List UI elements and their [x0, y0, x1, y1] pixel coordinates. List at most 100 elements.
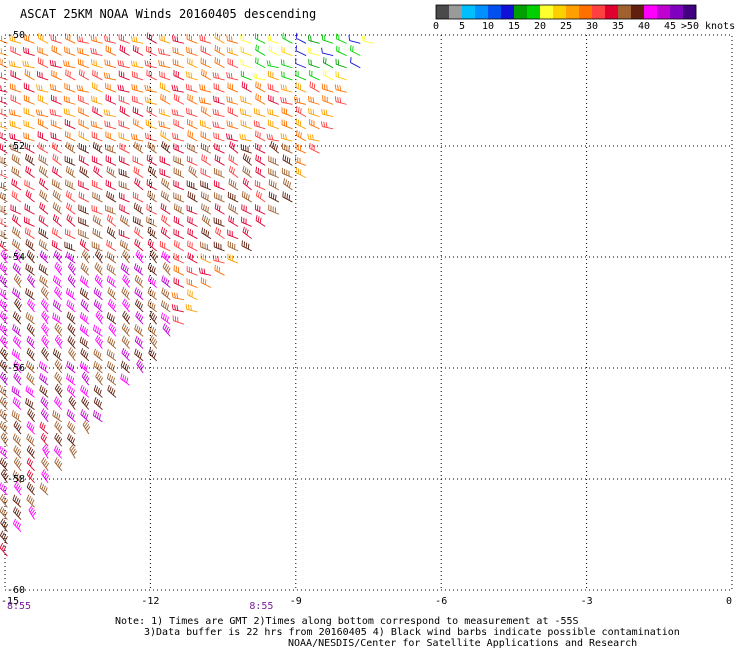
wind-barb-feather — [126, 340, 130, 346]
wind-barb-feather — [230, 134, 233, 140]
wind-barb — [214, 192, 225, 203]
wind-barb-feather — [26, 433, 30, 439]
wind-barb-staff — [52, 304, 62, 313]
wind-barb-staff — [0, 303, 8, 313]
wind-barb-staff — [119, 110, 130, 117]
wind-barb-feather — [133, 133, 136, 140]
wind-barb-feather — [54, 167, 57, 174]
wind-barb-feather — [82, 300, 86, 307]
wind-barb-feather — [17, 389, 20, 396]
wind-barb-staff — [0, 401, 8, 410]
wind-barb — [104, 59, 117, 69]
wind-barb-feather — [139, 279, 143, 286]
wind-barb-staff — [95, 315, 103, 325]
wind-barb-feather — [84, 375, 89, 381]
wind-barb-feather — [16, 265, 20, 272]
wind-barb-feather — [42, 180, 46, 187]
wind-barb — [228, 203, 239, 215]
wind-barb — [54, 359, 63, 374]
wind-barb — [80, 348, 90, 362]
wind-barb-staff — [66, 219, 76, 227]
wind-barb-feather — [4, 401, 8, 407]
wind-barb-feather — [164, 180, 168, 187]
wind-barb-feather — [165, 326, 169, 332]
wind-barb-feather — [2, 278, 6, 284]
wind-barb-feather — [126, 279, 131, 285]
wind-barb — [254, 180, 266, 191]
wind-barb-staff — [26, 254, 35, 264]
wind-barb-feather — [125, 302, 129, 308]
wind-barb — [13, 273, 22, 288]
wind-barb-feather — [42, 241, 45, 248]
wind-barb-feather — [110, 388, 114, 394]
wind-barb-feather — [9, 35, 11, 41]
wind-barb-feather — [270, 192, 273, 199]
wind-barb-feather — [42, 230, 45, 236]
wind-barb-staff — [41, 461, 49, 471]
wind-barb-staff — [282, 196, 293, 203]
wind-barb-feather — [94, 229, 97, 235]
wind-barb-feather — [13, 457, 18, 463]
wind-barb-feather — [39, 373, 42, 379]
wind-barb — [161, 275, 171, 288]
wind-barb-staff — [92, 196, 103, 203]
wind-barb-staff — [159, 125, 171, 130]
wind-barb — [136, 359, 145, 374]
wind-barb-feather — [4, 523, 9, 529]
wind-barb-feather — [51, 227, 54, 233]
wind-barb-feather — [149, 240, 152, 246]
wind-barb-staff — [268, 75, 279, 81]
wind-barb-feather — [2, 461, 7, 467]
wind-barb-staff — [229, 170, 239, 178]
wind-barb — [94, 262, 103, 276]
wind-barb-feather — [271, 142, 275, 148]
wind-barb-feather — [52, 214, 56, 220]
wind-barb-feather — [25, 238, 28, 245]
wind-barb-staff — [228, 196, 239, 203]
wind-barb-feather — [111, 302, 115, 308]
wind-barb-staff — [105, 114, 117, 118]
wind-barb-feather — [164, 302, 168, 309]
wind-barb-staff — [282, 148, 293, 154]
wind-barb-feather — [164, 132, 167, 139]
wind-barb-feather — [126, 316, 131, 322]
wind-barb-staff — [78, 234, 90, 240]
wind-barb — [0, 274, 8, 288]
wind-barb-feather — [153, 328, 156, 335]
wind-barb-staff — [13, 511, 22, 520]
wind-barb — [23, 132, 35, 142]
wind-barb — [296, 130, 307, 142]
wind-barb-feather — [212, 254, 215, 261]
wind-barb-feather — [69, 444, 74, 450]
wind-barb — [321, 108, 334, 118]
wind-barb — [200, 180, 212, 191]
wind-barb-feather — [57, 182, 60, 188]
wind-barb-feather — [71, 304, 75, 310]
wind-barb-feather — [17, 523, 21, 530]
wind-barb-staff — [308, 112, 320, 118]
wind-barb — [92, 215, 103, 227]
wind-barb — [41, 347, 50, 362]
wind-barb-feather — [42, 388, 46, 394]
wind-barb-feather — [16, 509, 20, 516]
wind-barb-feather — [201, 84, 204, 91]
wind-barb-staff — [118, 124, 130, 130]
wind-barb-staff — [51, 244, 62, 252]
wind-barb-staff — [68, 351, 76, 362]
wind-barb — [241, 81, 252, 93]
wind-barb — [336, 33, 347, 44]
wind-barb-feather — [214, 109, 217, 115]
wind-barb-feather — [300, 108, 302, 114]
wind-barb-feather — [108, 121, 111, 128]
wind-barb-staff — [214, 208, 225, 215]
wind-barb-feather — [13, 411, 16, 417]
wind-barb-staff — [78, 123, 90, 130]
wind-barb — [146, 216, 157, 227]
wind-barb-staff — [0, 498, 8, 508]
wind-barb-feather — [99, 377, 104, 383]
wind-barb-feather — [189, 192, 192, 198]
wind-barb-feather — [45, 352, 50, 358]
wind-barb-staff — [281, 101, 293, 105]
wind-barb-staff — [52, 207, 62, 215]
wind-barb-feather — [147, 165, 151, 171]
